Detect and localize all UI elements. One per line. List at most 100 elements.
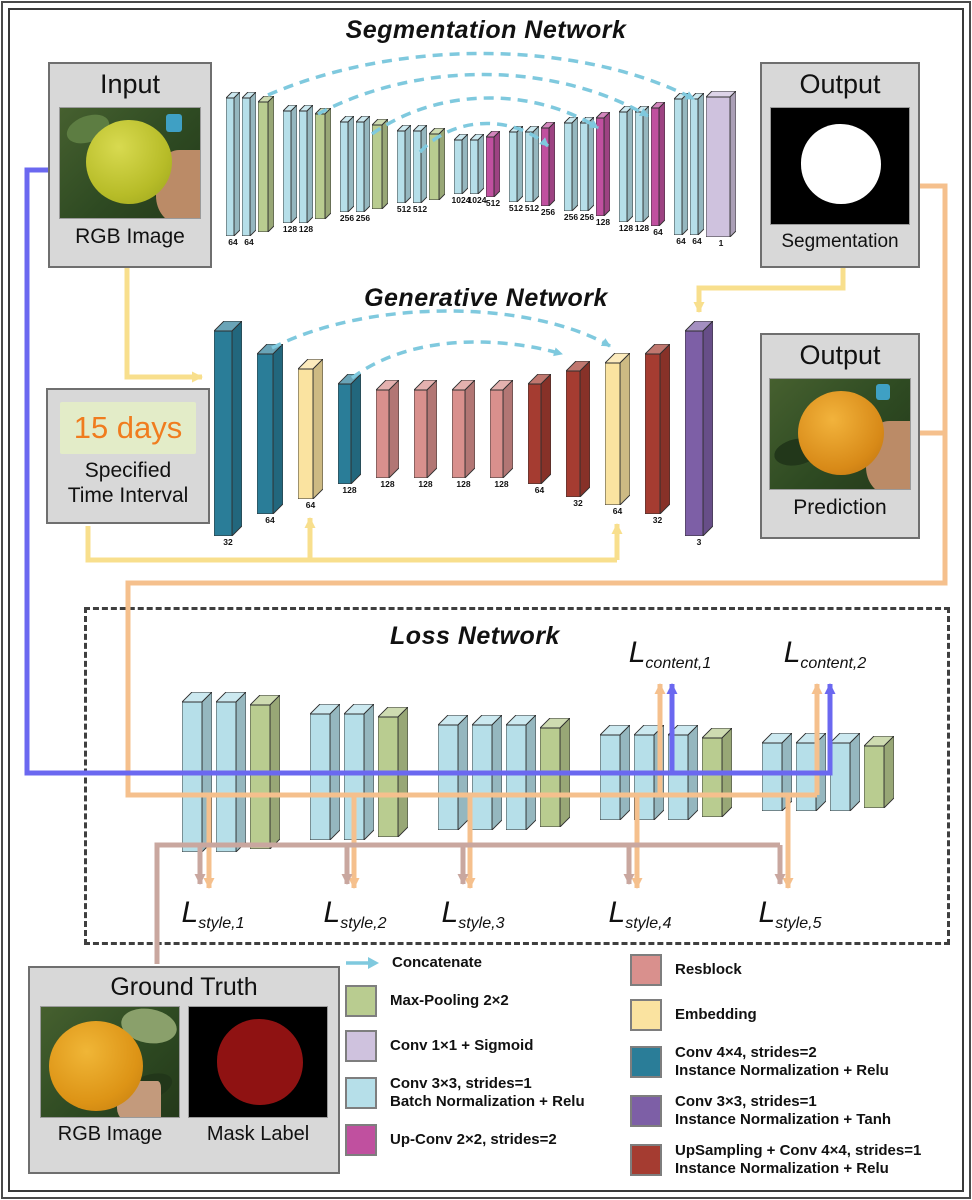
layer-block-conv3x3_bn: 256	[340, 115, 354, 223]
channel-count-label: 64	[305, 499, 316, 510]
channel-count-label: 3	[696, 537, 702, 547]
legend-item: Up-Conv 2×2, strides=2	[345, 1124, 625, 1156]
input-box: Input RGB Image	[48, 62, 212, 268]
layer-block-conv3x3_bn: 64	[690, 92, 704, 246]
legend-item: Conv 3×3, strides=1 Batch Normalization +…	[345, 1075, 625, 1111]
layer-block-conv3x3_bn: 64	[674, 92, 688, 246]
segmentation-network-blocks: 64 64 128 128 256 256 512 512 1024 1024 512 512 512 2…	[226, 76, 736, 251]
layer-block-resblock: 128	[452, 379, 475, 489]
layer-block-conv3x3_bn: 64	[242, 91, 256, 247]
legend-color-swatch-conv3x3_bn	[345, 1077, 377, 1109]
layer-block-conv3x3_bn	[762, 733, 792, 811]
channel-count-label: 256	[339, 212, 355, 223]
blue-clip-shape	[876, 384, 890, 400]
legend-item-text: Conv 3×3, strides=1 Instance Normalizatio…	[675, 1093, 892, 1128]
legend-color-swatch-conv4x4_in	[630, 1046, 662, 1078]
legend-left-column: Concatenate Max-Pooling 2×2 Conv 1×1 + Sig…	[345, 954, 625, 1156]
layer-block-conv3x3_bn	[634, 724, 664, 820]
layer-block-conv3x3_bn	[438, 714, 468, 830]
green-orange-fruit	[86, 120, 172, 204]
time-interval-caption-line2: Time Interval	[67, 483, 189, 507]
generative-network-title: Generative Network	[364, 284, 608, 312]
layer-block-conv3x3_bn	[182, 692, 212, 852]
legend-item-text: UpSampling + Conv 4×4, strides=1 Instance…	[675, 1142, 922, 1177]
prediction-output-caption: Prediction	[793, 496, 887, 519]
channel-count-label: 32	[573, 497, 583, 508]
ground-truth-box: Ground Truth RGB Image Mask Label	[28, 966, 340, 1174]
layer-block-conv3x3_bn	[668, 724, 698, 820]
legend-color-swatch-upsampling_in	[630, 1144, 662, 1176]
time-interval-box: 15 days Specified Time Interval	[46, 388, 210, 524]
loss-network-blocks	[182, 682, 894, 862]
layer-block-maxpool	[250, 695, 280, 849]
legend-color-swatch-upconv	[345, 1124, 377, 1156]
layer-block-conv3x3_bn	[796, 733, 826, 811]
ground-truth-mask-caption: Mask Label	[206, 1123, 310, 1145]
blue-clip-shape	[166, 114, 182, 132]
legend-item: Max-Pooling 2×2	[345, 985, 625, 1017]
layer-block-maxpool	[429, 127, 445, 200]
white-mask-circle	[801, 124, 881, 204]
layer-block-conv3x3_bn: 128	[283, 104, 297, 234]
layer-block-conv4x4_in: 128	[338, 373, 361, 495]
layer-block-maxpool	[540, 717, 570, 827]
legend-item-text: Conv 1×1 + Sigmoid	[390, 1037, 534, 1054]
loss-style-4-label: Lstyle,4	[608, 896, 672, 933]
channel-count-label: 128	[298, 223, 314, 234]
legend-color-swatch-conv1x1_sigmoid	[345, 1030, 377, 1062]
channel-count-label: 128	[456, 478, 471, 489]
layer-block-conv3x3_bn	[830, 733, 860, 811]
channel-count-label: 128	[282, 223, 298, 234]
channel-count-label: 128	[342, 484, 357, 495]
layer-block-conv3x3_bn: 128	[635, 105, 649, 233]
layer-block-embedding: 64	[298, 358, 323, 510]
loss-style-1-label: Lstyle,1	[181, 896, 245, 933]
legend-item: Conv 3×3, strides=1 Instance Normalizatio…	[630, 1093, 965, 1129]
channel-count-label: 128	[595, 216, 611, 227]
layer-block-conv3x3_bn	[506, 714, 536, 830]
legend-item-text: Conv 4×4, strides=2 Instance Normalizatio…	[675, 1044, 889, 1079]
channel-count-label: 64	[228, 236, 238, 247]
channel-count-label: 128	[634, 222, 650, 233]
channel-count-label: 1024	[467, 194, 487, 205]
layer-block-conv1x1_sigmoid: 1	[706, 90, 736, 248]
legend-item: UpSampling + Conv 4×4, strides=1 Instance…	[630, 1142, 965, 1178]
legend-item: Embedding	[630, 999, 965, 1031]
input-box-caption: RGB Image	[75, 225, 185, 248]
layer-block-conv3x3_bn	[344, 704, 374, 840]
layer-block-maxpool	[372, 118, 388, 209]
layer-block-conv3x3_bn	[472, 714, 502, 830]
layer-block-maxpool	[864, 736, 894, 808]
channel-count-label: 128	[494, 478, 509, 489]
ground-truth-mask-image	[188, 1006, 328, 1118]
layer-block-upsampling_in: 32	[645, 343, 670, 525]
input-box-title: Input	[99, 69, 161, 99]
layer-block-resblock: 128	[490, 379, 513, 489]
channel-count-label: 64	[612, 505, 623, 516]
ripe-orange-fruit	[798, 391, 884, 475]
prediction-output-title: Output	[799, 340, 881, 370]
segmentation-output-title: Output	[799, 69, 881, 99]
legend-item: Conv 4×4, strides=2 Instance Normalizatio…	[630, 1044, 965, 1080]
ground-truth-rgb-image	[40, 1006, 180, 1118]
layer-block-conv3x3_bn: 512	[525, 125, 539, 213]
layer-block-conv3x3_bn	[310, 704, 340, 840]
loss-style-2-label: Lstyle,2	[323, 896, 387, 933]
legend-item-text: Embedding	[675, 1006, 757, 1023]
legend-item: Concatenate	[345, 954, 625, 972]
layer-block-upconv: 64	[651, 101, 665, 237]
ground-truth-title: Ground Truth	[110, 973, 258, 1001]
layer-block-conv3x3_bn: 128	[299, 104, 313, 234]
layer-block-conv4x4_in: 64	[257, 343, 283, 525]
layer-block-conv4x4_in: 32	[214, 321, 242, 547]
layer-block-upsampling_in: 32	[566, 360, 590, 508]
layer-block-conv3x3_bn	[216, 692, 246, 852]
arrow-input-to-generator	[124, 266, 203, 383]
channel-count-label: 512	[485, 197, 501, 208]
layer-block-maxpool	[315, 108, 331, 219]
channel-count-label: 64	[534, 484, 545, 495]
layer-block-upsampling_in: 64	[528, 373, 551, 495]
layer-block-conv3x3_bn: 512	[509, 125, 523, 213]
legend-color-swatch-maxpool	[345, 985, 377, 1017]
layer-block-conv3x3_bn: 64	[226, 91, 240, 247]
